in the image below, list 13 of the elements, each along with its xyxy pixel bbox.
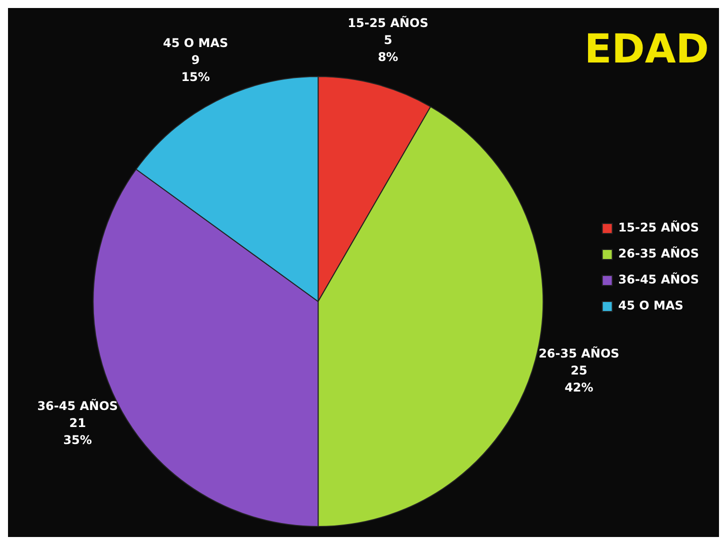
legend-label: 15-25 AÑOS <box>618 220 700 235</box>
legend-label: 36-45 AÑOS <box>618 272 700 287</box>
slice-label: 26-35 AÑOS <box>538 346 620 361</box>
legend-label: 45 O MAS <box>618 298 684 313</box>
data-label: 9 15% <box>181 53 210 84</box>
data-label: 5 8% <box>378 32 398 64</box>
slice-label: 15-25 AÑOS <box>348 14 428 30</box>
chart-title: EDAD <box>584 26 709 72</box>
data-label: 21 35% <box>63 416 92 448</box>
data-label: 25 42% <box>564 364 594 395</box>
slice-label: 45 O MAS <box>162 36 228 50</box>
legend-label: 26-35 AÑOS <box>618 246 700 261</box>
slice-label: 36-45 AÑOS <box>37 398 118 414</box>
